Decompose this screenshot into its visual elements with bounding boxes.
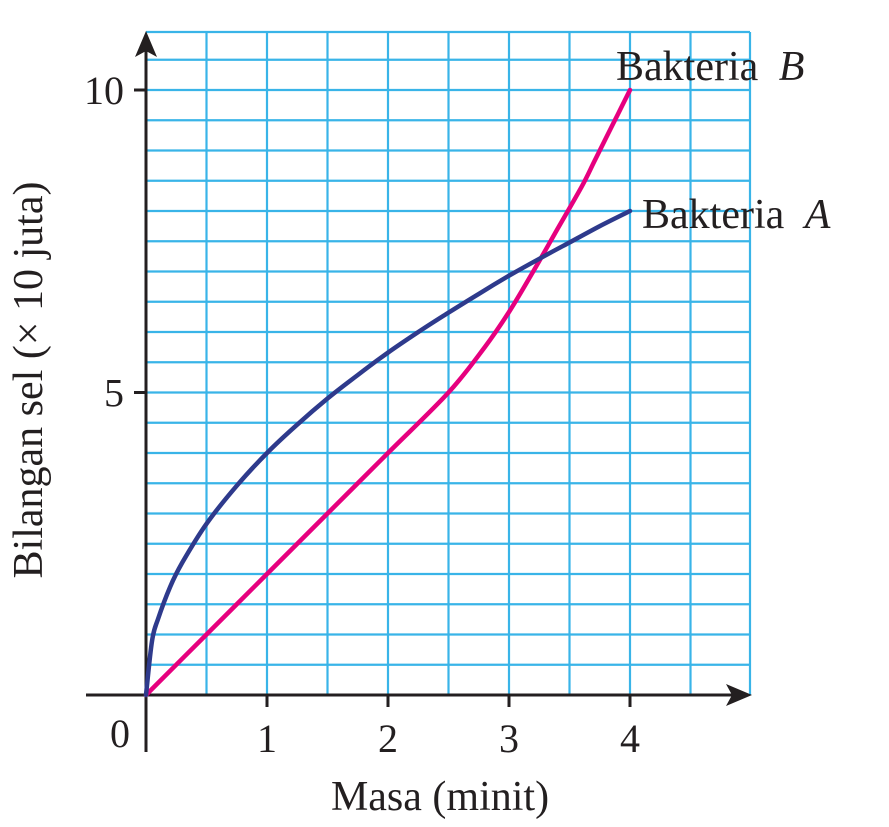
x-axis-title: Masa (minit) — [331, 774, 549, 820]
series-label-b-prefix: Bakteria — [616, 44, 759, 90]
series-label-b-letter: B — [779, 44, 805, 90]
series-label-a-letter: A — [802, 192, 831, 238]
x-axis-arrow — [726, 684, 752, 706]
series-line-a — [143, 208, 633, 698]
axes — [86, 31, 752, 752]
y-tick-label: 5 — [104, 371, 124, 416]
y-axis-arrow — [135, 31, 157, 57]
series-label-a: Bakteria A — [642, 192, 831, 238]
series-lines — [143, 87, 633, 698]
x-tick-label: 1 — [257, 716, 277, 761]
x-tick-label: 4 — [620, 716, 640, 761]
series-label-a-prefix: Bakteria — [642, 192, 785, 238]
x-tick-label: 3 — [499, 716, 519, 761]
series-label-b: Bakteria B — [616, 44, 804, 90]
grid — [146, 30, 752, 695]
ticks: 1 2 3 4 5 10 — [84, 68, 640, 761]
series-line-b — [143, 87, 633, 698]
y-axis-title: Bilangan sel (× 10 juta) — [6, 182, 52, 579]
labels: 0 Masa (minit) Bilangan sel (× 10 juta) … — [6, 44, 831, 820]
origin-label: 0 — [110, 711, 130, 756]
x-tick-label: 2 — [378, 716, 398, 761]
y-tick-label: 10 — [84, 68, 124, 113]
